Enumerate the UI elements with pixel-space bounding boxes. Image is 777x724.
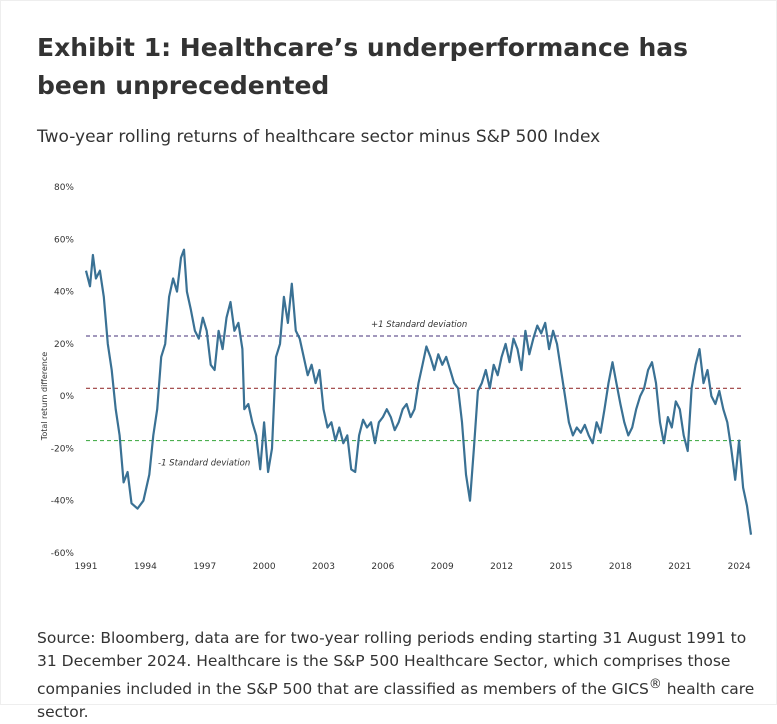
x-tick-label: 2006 xyxy=(371,562,394,572)
x-tick-label: 2009 xyxy=(431,562,454,572)
x-tick-label: 1994 xyxy=(134,562,157,572)
x-tick-label: 2000 xyxy=(253,562,276,572)
y-tick-label: -20% xyxy=(51,444,75,454)
x-tick-label: 2012 xyxy=(490,562,513,572)
x-tick-label: 1997 xyxy=(193,562,216,572)
y-tick-label: 80% xyxy=(54,183,74,193)
y-tick-label: 20% xyxy=(54,340,74,350)
chart-title: Exhibit 1: Healthcare’s underperformance… xyxy=(37,33,688,100)
x-tick-label: 2024 xyxy=(728,562,751,572)
source-sup: ® xyxy=(648,677,662,692)
reference-label: -1 Standard deviation xyxy=(158,459,250,469)
chart-subtitle: Two-year rolling returns of healthcare s… xyxy=(37,127,601,147)
source-note: Source: Bloomberg, data are for two-year… xyxy=(37,627,757,724)
y-tick-label: -40% xyxy=(51,497,75,507)
chart: Total return difference -60% -40% -20% 0% 20… xyxy=(40,183,753,572)
reference-label: +1 Standard deviation xyxy=(371,320,467,330)
x-tick-label: 2021 xyxy=(668,562,691,572)
y-tick-label: 0% xyxy=(60,392,75,402)
x-tick-label: 2015 xyxy=(550,562,573,572)
data-line xyxy=(84,248,753,535)
x-tick-label: 2003 xyxy=(312,562,335,572)
source-text: Source: Bloomberg, data are for two-year… xyxy=(37,629,747,699)
x-tick-label: 1991 xyxy=(75,562,98,572)
y-tick-label: 60% xyxy=(54,235,74,245)
x-tick-label: 2018 xyxy=(609,562,632,572)
y-tick-label: -60% xyxy=(51,549,75,559)
y-axis-label: Total return difference xyxy=(40,352,49,441)
y-tick-label: 40% xyxy=(54,288,74,298)
